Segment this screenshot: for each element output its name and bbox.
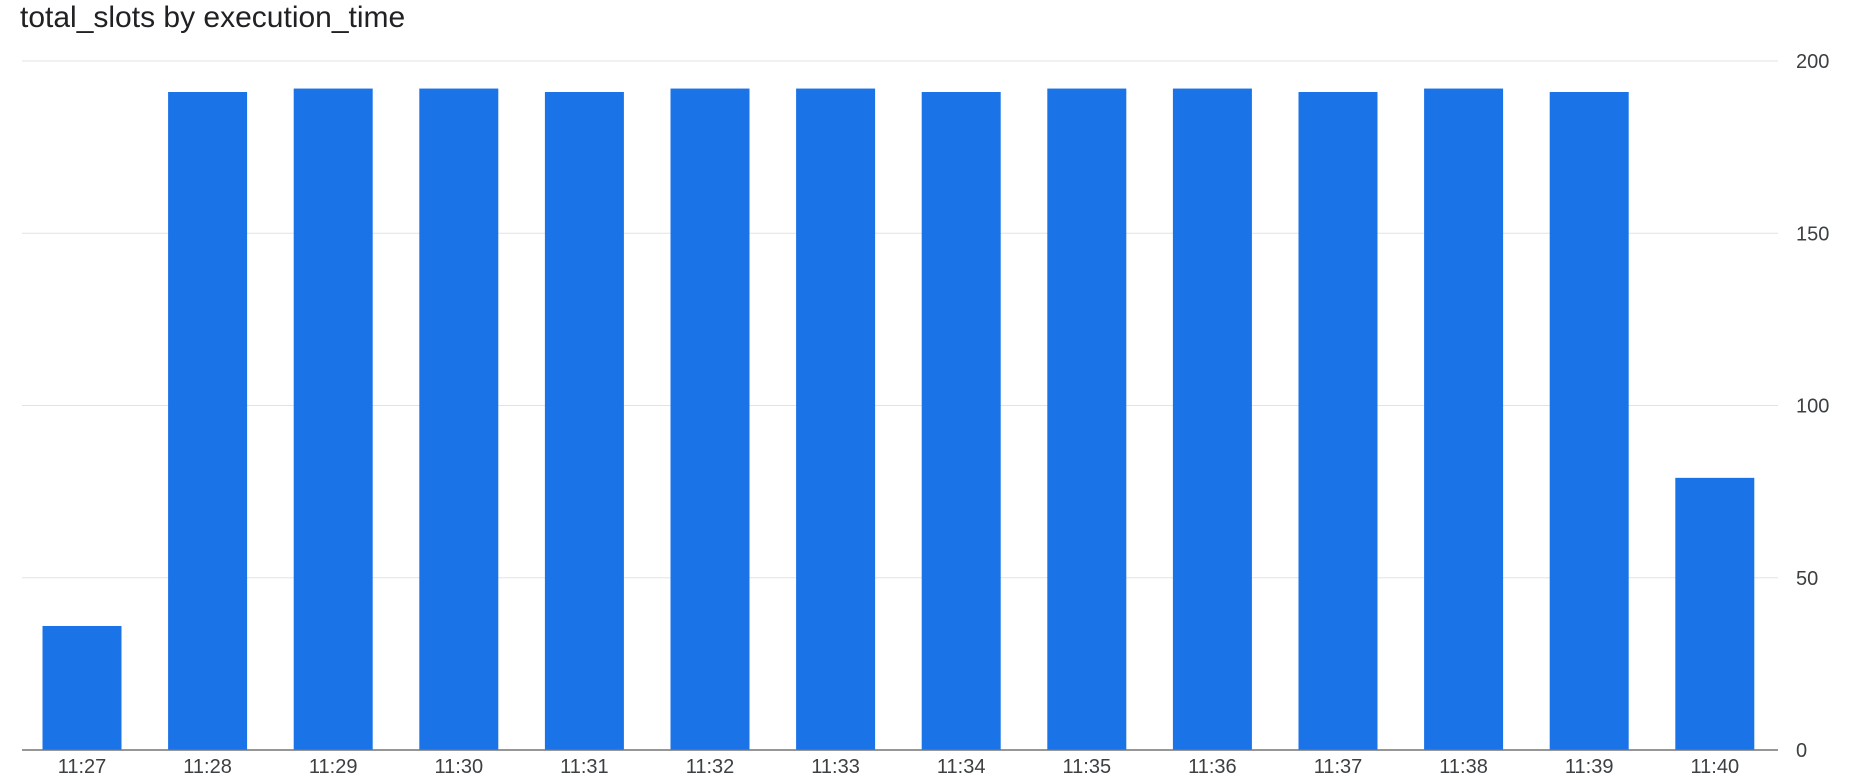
bars: [42, 88, 1755, 750]
y-tick-label: 50: [1796, 568, 1818, 590]
x-tick-labels: 11:27 11:28 11:29 11:30 11:31 11:32 11:33 11:34…: [58, 756, 1739, 778]
gridlines: [22, 60, 1778, 579]
y-tick-label: 200: [1796, 51, 1829, 73]
bar: [1675, 477, 1755, 750]
x-tick-label: 11:33: [811, 756, 860, 778]
x-tick-label: 11:37: [1314, 756, 1363, 778]
x-tick-label: 11:30: [435, 756, 484, 778]
bar: [168, 92, 248, 750]
chart-title: total_slots by execution_time: [20, 1, 406, 34]
x-tick-label: 11:31: [560, 756, 609, 778]
x-tick-label: 11:36: [1188, 756, 1237, 778]
x-tick-label: 11:34: [937, 756, 986, 778]
y-axis: 0 50 100 150 200: [1796, 51, 1829, 762]
bar: [1047, 88, 1127, 750]
x-tick-label: 11:28: [183, 756, 232, 778]
bar: [42, 625, 122, 750]
bar: [1172, 88, 1252, 750]
bar: [1298, 92, 1378, 750]
bar: [419, 88, 499, 750]
x-tick-label: 11:32: [686, 756, 735, 778]
x-tick-label: 11:40: [1691, 756, 1740, 778]
bar: [544, 92, 624, 750]
y-tick-label: 150: [1796, 223, 1829, 245]
x-tick-label: 11:35: [1063, 756, 1112, 778]
bar: [1549, 92, 1629, 750]
x-tick-label: 11:27: [58, 756, 107, 778]
y-tick-label: 0: [1796, 740, 1807, 762]
x-tick-label: 11:29: [309, 756, 358, 778]
bar: [1424, 88, 1504, 750]
x-tick-label: 11:38: [1439, 756, 1488, 778]
x-tick-label: 11:39: [1565, 756, 1614, 778]
y-tick-label: 100: [1796, 396, 1829, 418]
bar: [670, 88, 750, 750]
bar: [293, 88, 373, 750]
bar: [921, 92, 1001, 750]
bar: [796, 88, 876, 750]
